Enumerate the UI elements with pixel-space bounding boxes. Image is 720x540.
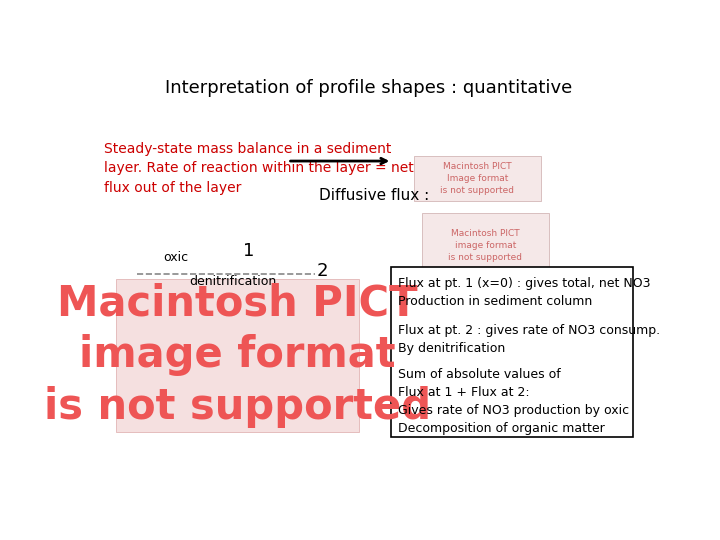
Text: Steady-state mass balance in a sediment
layer. Rate of reaction within the layer: Steady-state mass balance in a sediment …: [104, 142, 414, 195]
Text: 1: 1: [243, 242, 255, 260]
Text: Macintosh PICT
image format
is not supported: Macintosh PICT image format is not suppo…: [449, 230, 522, 262]
Text: Flux at pt. 1 (x=0) : gives total, net NO3
Production in sediment column: Flux at pt. 1 (x=0) : gives total, net N…: [398, 278, 651, 308]
Text: Macintosh PICT
image format
is not supported: Macintosh PICT image format is not suppo…: [44, 282, 431, 428]
Text: oxic: oxic: [163, 251, 189, 264]
Text: Flux at pt. 2 : gives rate of NO3 consump.
By denitrification: Flux at pt. 2 : gives rate of NO3 consum…: [398, 323, 660, 355]
Text: Macintosh PICT
Image format
is not supported: Macintosh PICT Image format is not suppo…: [441, 163, 515, 195]
FancyBboxPatch shape: [422, 213, 549, 278]
Text: Sum of absolute values of
Flux at 1 + Flux at 2:
Gives rate of NO3 production by: Sum of absolute values of Flux at 1 + Fl…: [398, 368, 629, 435]
Text: Diffusive flux :: Diffusive flux :: [319, 188, 429, 203]
FancyBboxPatch shape: [414, 156, 541, 201]
Text: Interpretation of profile shapes : quantitative: Interpretation of profile shapes : quant…: [166, 79, 572, 97]
Text: 2: 2: [316, 262, 328, 280]
FancyBboxPatch shape: [116, 279, 359, 432]
FancyBboxPatch shape: [391, 267, 632, 437]
Text: denitrification: denitrification: [189, 275, 276, 288]
